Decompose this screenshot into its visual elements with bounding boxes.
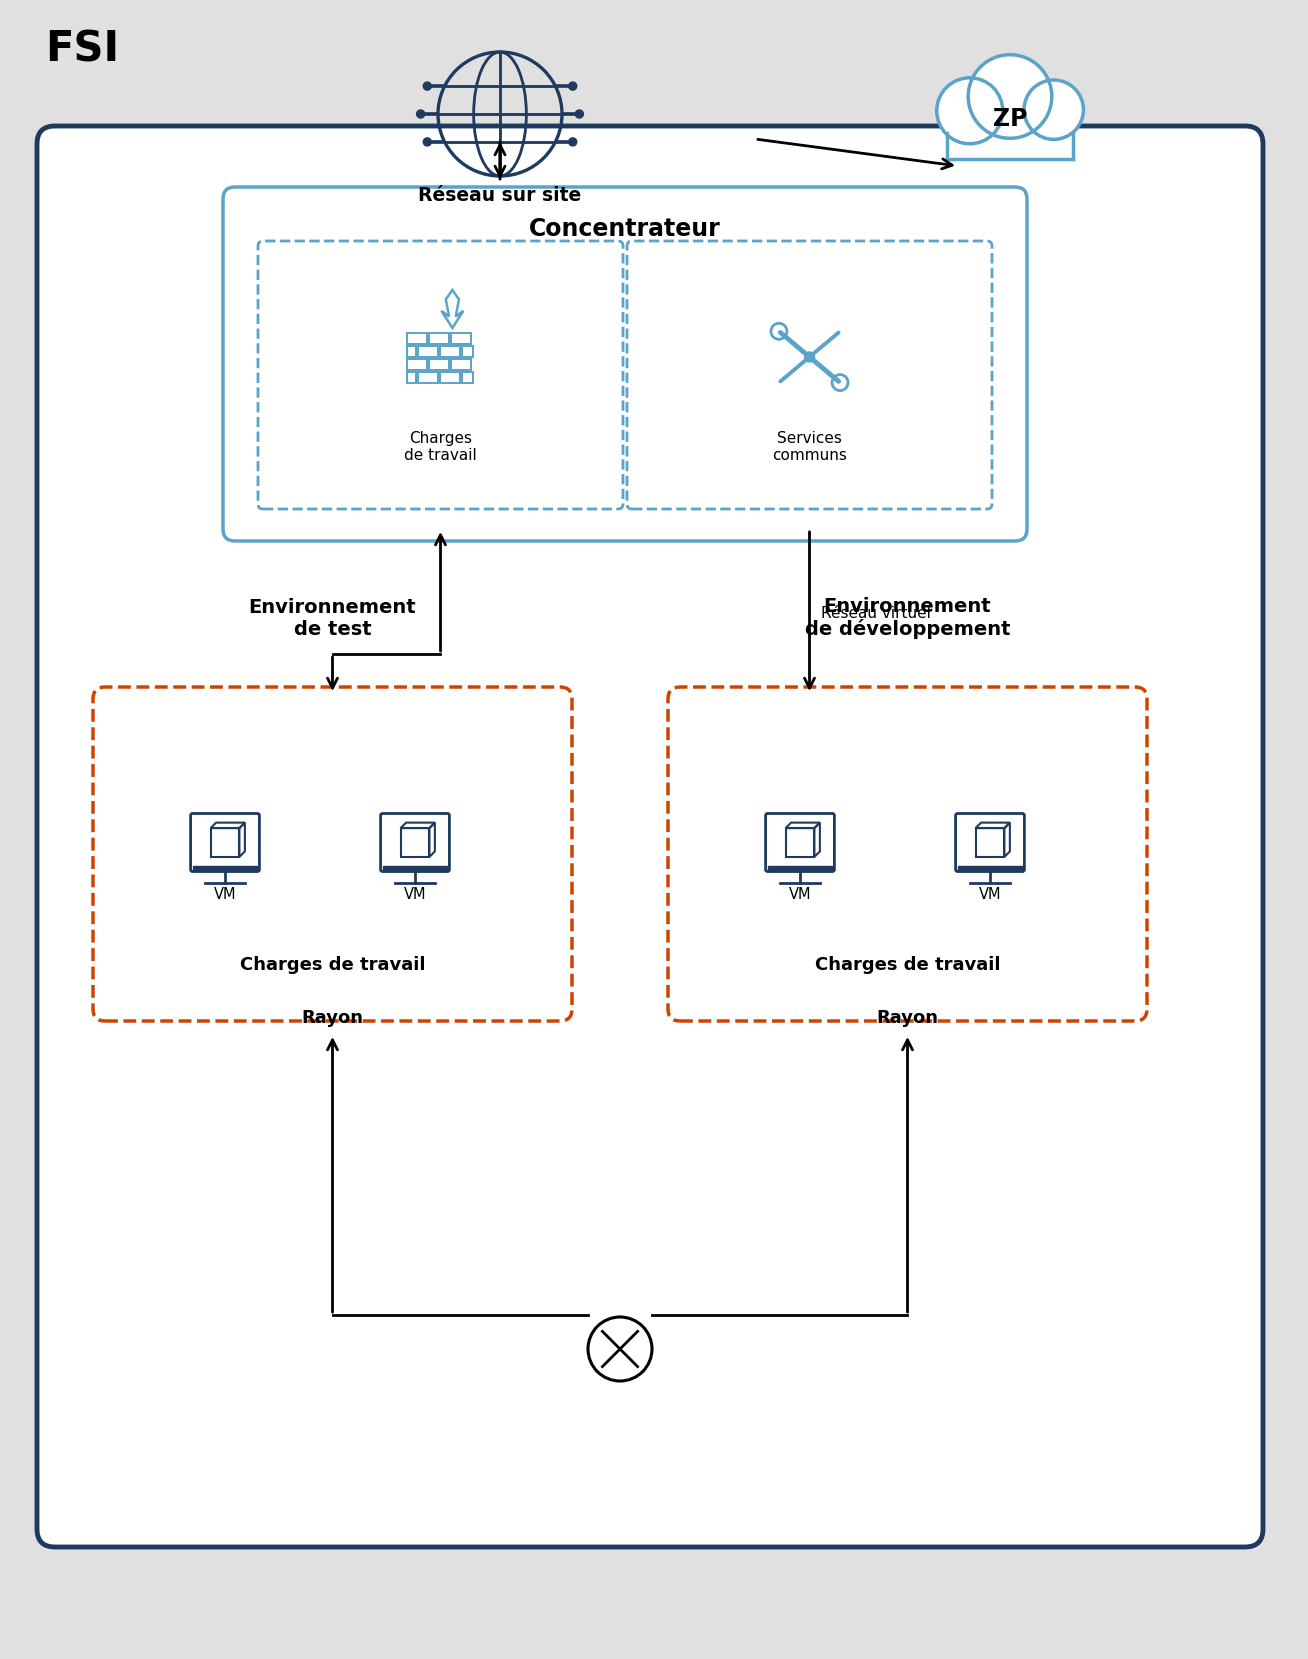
Bar	[441, 347, 460, 357]
Text: Environnement
de test: Environnement de test	[249, 597, 416, 639]
Ellipse shape	[947, 101, 1073, 164]
Text: ZP: ZP	[993, 106, 1027, 131]
Bar	[451, 360, 471, 370]
FancyBboxPatch shape	[956, 813, 1024, 871]
Bar	[408, 333, 426, 343]
FancyBboxPatch shape	[381, 813, 450, 871]
Text: Charges de travail: Charges de travail	[239, 956, 425, 974]
Circle shape	[569, 138, 577, 146]
Text: VM: VM	[213, 886, 237, 901]
Bar	[429, 333, 449, 343]
Bar	[408, 360, 426, 370]
Bar	[957, 866, 1023, 871]
Bar	[192, 866, 258, 871]
Text: Charges
de travail: Charges de travail	[404, 431, 477, 463]
Text: FSI: FSI	[44, 28, 119, 71]
Bar	[451, 333, 471, 343]
FancyBboxPatch shape	[668, 687, 1147, 1020]
Ellipse shape	[942, 83, 1078, 158]
FancyBboxPatch shape	[93, 687, 572, 1020]
Bar	[463, 372, 473, 383]
Text: Réseau virtuel: Réseau virtuel	[821, 607, 931, 622]
Bar	[383, 866, 447, 871]
Circle shape	[417, 109, 425, 118]
FancyBboxPatch shape	[222, 187, 1027, 541]
Text: Environnement
de développement: Environnement de développement	[804, 597, 1010, 639]
Text: Rayon: Rayon	[302, 1009, 364, 1027]
FancyBboxPatch shape	[37, 126, 1264, 1546]
Bar	[441, 372, 460, 383]
Text: Réseau sur site: Réseau sur site	[419, 186, 582, 206]
Bar	[419, 372, 438, 383]
FancyBboxPatch shape	[191, 813, 259, 871]
Text: Services
communs: Services communs	[772, 431, 848, 463]
Bar	[408, 347, 416, 357]
Text: VM: VM	[978, 886, 1001, 901]
Text: VM: VM	[404, 886, 426, 901]
Circle shape	[937, 78, 1003, 144]
Circle shape	[804, 352, 815, 362]
Circle shape	[968, 55, 1052, 138]
Circle shape	[576, 109, 583, 118]
Text: Concentrateur: Concentrateur	[530, 217, 721, 241]
Bar	[768, 866, 832, 871]
Circle shape	[1024, 80, 1083, 139]
Bar	[408, 372, 416, 383]
Circle shape	[424, 138, 432, 146]
Circle shape	[569, 81, 577, 90]
FancyBboxPatch shape	[765, 813, 835, 871]
Text: Rayon: Rayon	[876, 1009, 939, 1027]
Text: VM: VM	[789, 886, 811, 901]
Bar	[419, 347, 438, 357]
Circle shape	[424, 81, 432, 90]
Bar	[463, 347, 473, 357]
Text: Charges de travail: Charges de travail	[815, 956, 1001, 974]
Bar	[429, 360, 449, 370]
